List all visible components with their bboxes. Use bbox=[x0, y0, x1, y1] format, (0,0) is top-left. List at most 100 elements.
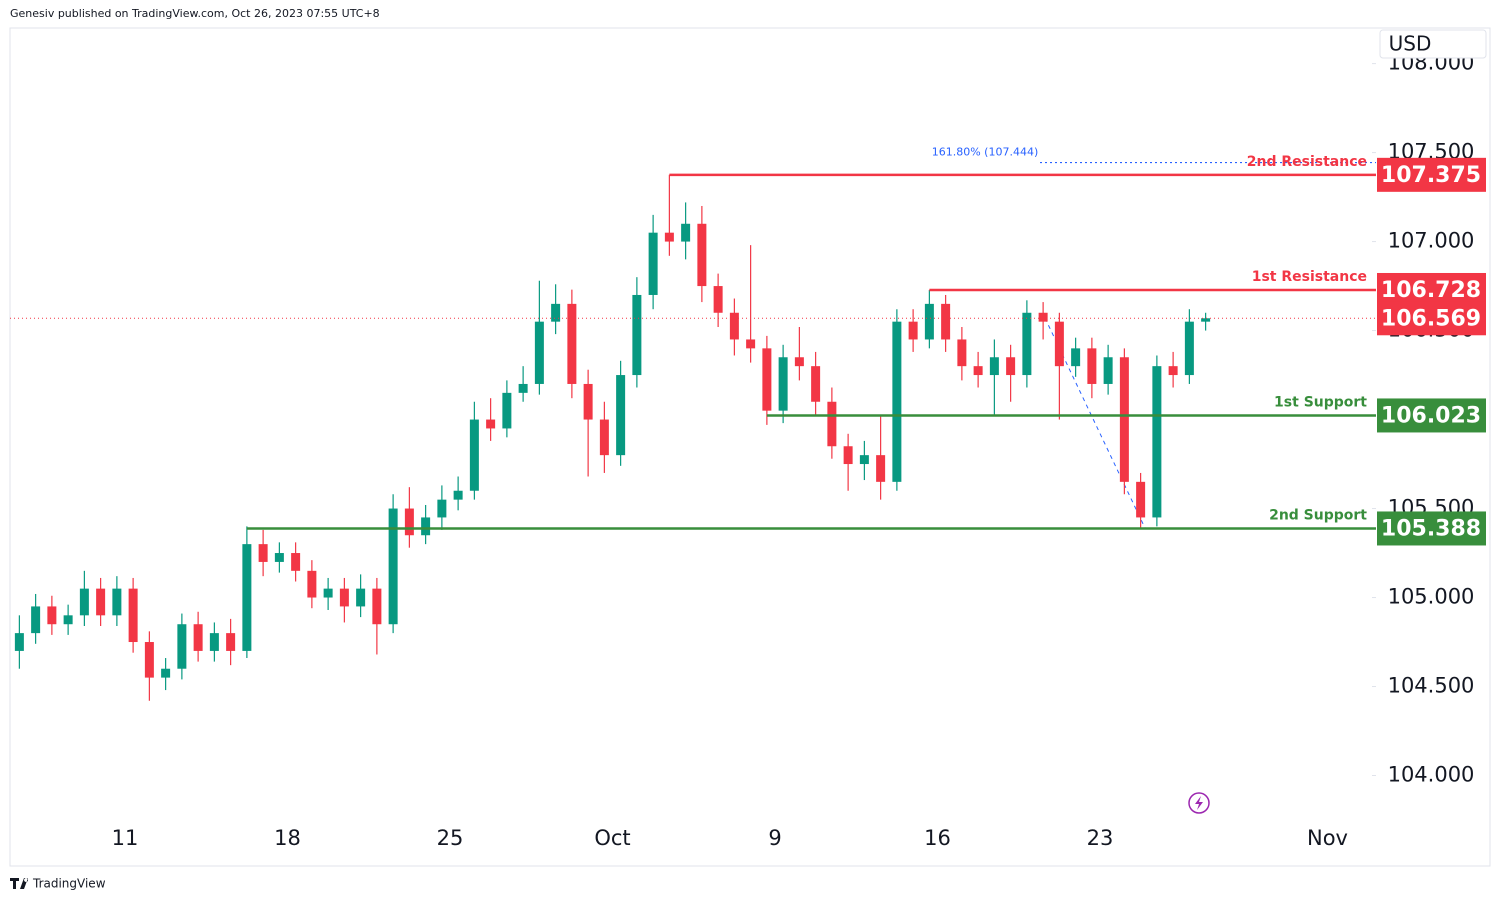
candle-body bbox=[469, 419, 479, 491]
candle-body bbox=[551, 303, 561, 322]
candle-body bbox=[534, 321, 544, 384]
x-tick-label: 16 bbox=[924, 826, 951, 850]
candle-body bbox=[1038, 312, 1048, 322]
candle-body bbox=[372, 588, 382, 625]
candle-body bbox=[599, 419, 609, 456]
candle-body bbox=[973, 366, 983, 376]
candle-body bbox=[128, 588, 138, 643]
candle-body bbox=[1168, 366, 1178, 376]
replay-icon bbox=[1188, 792, 1210, 814]
candle-body bbox=[1152, 366, 1162, 518]
candle-body bbox=[421, 517, 431, 536]
candle-body bbox=[258, 544, 268, 562]
candle-body bbox=[502, 392, 512, 429]
currency: USD bbox=[1389, 32, 1432, 56]
candle-body bbox=[1103, 357, 1113, 384]
level-tag-label: 106.728 bbox=[1381, 278, 1481, 303]
fib-label: 161.80% (107.444) bbox=[932, 146, 1039, 159]
candle-body bbox=[112, 588, 122, 616]
x-tick-label: 23 bbox=[1087, 826, 1114, 850]
candle-body bbox=[632, 294, 642, 376]
plot-area: 108.000107.500107.000106.500105.500105.0… bbox=[14, 51, 1475, 850]
y-tick-label: 107.000 bbox=[1388, 229, 1475, 253]
candle-body bbox=[843, 446, 853, 465]
candle-body bbox=[713, 286, 723, 313]
x-tick-label: Nov bbox=[1307, 826, 1348, 850]
last-price-label: 106.569 bbox=[1381, 306, 1481, 331]
candle-body bbox=[14, 633, 24, 651]
candle-body bbox=[681, 223, 691, 242]
candle-body bbox=[226, 633, 236, 651]
trend-connector bbox=[1044, 317, 1146, 529]
level-name: 2nd Support bbox=[1269, 507, 1367, 523]
level-tag-label: 105.388 bbox=[1381, 516, 1481, 541]
candle-body bbox=[697, 223, 707, 287]
icon-bolt bbox=[1195, 796, 1203, 810]
candle-body bbox=[63, 615, 73, 625]
candle-body bbox=[794, 357, 804, 367]
candle-body bbox=[1054, 321, 1064, 367]
candle-body bbox=[242, 544, 252, 651]
candle-body bbox=[957, 339, 967, 367]
candle-body bbox=[762, 348, 772, 411]
y-tick-label: 105.000 bbox=[1388, 585, 1475, 609]
y-tick-label: 104.000 bbox=[1388, 763, 1475, 787]
candle-body bbox=[876, 455, 886, 482]
level-tag-label: 107.375 bbox=[1381, 163, 1481, 188]
level-tag bbox=[1377, 157, 1486, 192]
candle-body bbox=[583, 383, 593, 420]
candle-body bbox=[79, 588, 89, 616]
price-overlay: 161.80% (107.444) 2nd Resistance 107.375 1s… bbox=[10, 146, 1486, 546]
last-price-tag bbox=[1377, 301, 1486, 336]
candle-body bbox=[339, 588, 349, 607]
candle-body bbox=[924, 303, 934, 340]
x-tick-label: Oct bbox=[594, 826, 630, 850]
currency-frame bbox=[1379, 29, 1487, 59]
chart-frame bbox=[9, 27, 1491, 867]
candle-body bbox=[388, 508, 398, 625]
candle-body bbox=[908, 321, 918, 340]
x-tick-label: 9 bbox=[768, 826, 781, 850]
candle-body bbox=[664, 232, 674, 242]
candle-body bbox=[177, 624, 187, 669]
level-name: 2nd Resistance bbox=[1247, 154, 1367, 170]
candle-body bbox=[356, 588, 366, 607]
candle-body bbox=[1136, 481, 1146, 518]
candle-body bbox=[941, 303, 951, 340]
candle-body bbox=[307, 570, 317, 598]
candle-body bbox=[47, 606, 57, 625]
level-tag-label: 106.023 bbox=[1381, 403, 1481, 428]
candle-body bbox=[193, 624, 203, 651]
candle-body bbox=[648, 232, 658, 295]
candle-body bbox=[518, 383, 528, 393]
candle-body bbox=[1071, 348, 1081, 367]
candle-body bbox=[31, 606, 41, 634]
candle-body bbox=[1184, 321, 1194, 376]
level-tag bbox=[1377, 398, 1486, 433]
y-tick-label: 104.500 bbox=[1388, 674, 1475, 698]
x-tick-label: 18 bbox=[274, 826, 301, 850]
icon-ring bbox=[1188, 792, 1210, 814]
level-tag bbox=[1377, 511, 1486, 546]
candle-body bbox=[567, 303, 577, 384]
candle-body bbox=[453, 490, 463, 500]
candle-body bbox=[616, 375, 626, 456]
level-name: 1st Resistance bbox=[1252, 269, 1367, 285]
candle-body bbox=[161, 668, 171, 678]
candle-body bbox=[811, 366, 821, 402]
candle-body bbox=[96, 588, 106, 616]
x-tick-label: 25 bbox=[437, 826, 464, 850]
footer-brand: TradingView bbox=[32, 877, 106, 891]
candle-body bbox=[746, 339, 756, 349]
x-tick-label: 11 bbox=[112, 826, 139, 850]
candle-body bbox=[892, 321, 902, 482]
candle-body bbox=[437, 499, 447, 518]
candle-body bbox=[291, 553, 301, 571]
currency-box: USD bbox=[1379, 29, 1487, 59]
candle-body bbox=[1119, 357, 1129, 482]
candle-body bbox=[486, 419, 496, 429]
candle-body bbox=[1087, 348, 1097, 384]
candle-body bbox=[274, 553, 284, 562]
